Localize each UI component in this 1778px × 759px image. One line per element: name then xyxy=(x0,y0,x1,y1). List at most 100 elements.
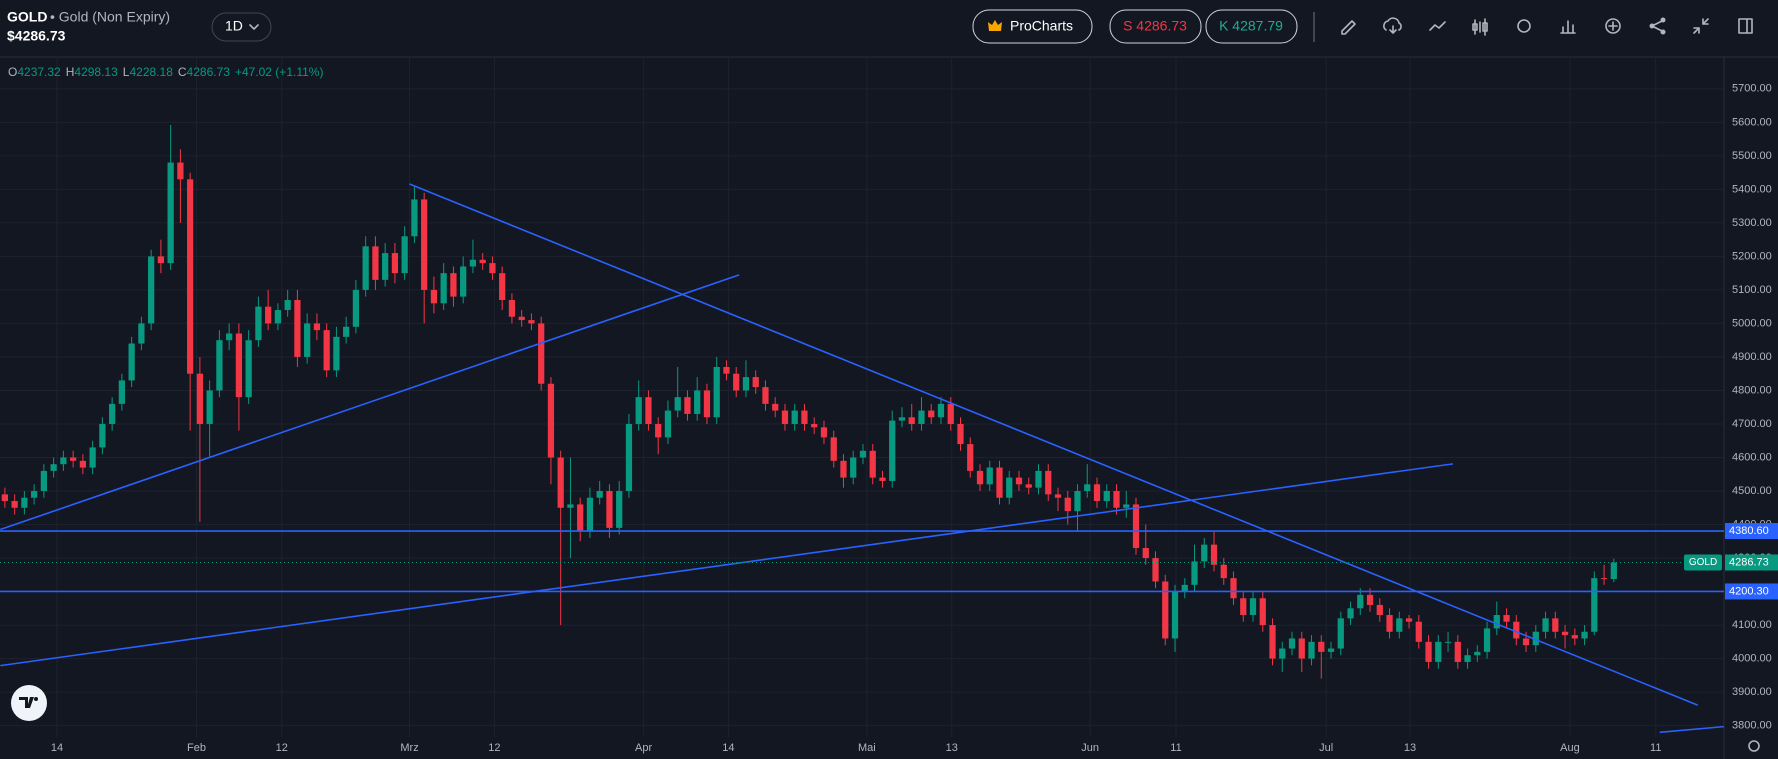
candle-body xyxy=(1035,470,1042,488)
candle-body xyxy=(216,340,223,391)
tv-logo[interactable] xyxy=(11,685,47,721)
candle-body xyxy=(489,263,496,274)
candle-body xyxy=(596,491,603,498)
candle-body xyxy=(694,390,701,414)
candle-body xyxy=(450,273,457,297)
candle-body xyxy=(1269,625,1276,659)
x-tick-label: 12 xyxy=(276,742,288,754)
y-tick-label: 4600.00 xyxy=(1732,451,1772,463)
candle-body xyxy=(684,397,691,414)
candle-body xyxy=(1201,544,1208,562)
candle-body xyxy=(918,410,925,424)
candle-body xyxy=(1162,581,1169,639)
share-dot xyxy=(1660,29,1666,35)
logo-mark xyxy=(19,697,34,708)
candle-body xyxy=(1142,547,1149,559)
collapse-icon[interactable] xyxy=(1693,18,1709,34)
candle-body xyxy=(31,491,38,498)
candle-body xyxy=(167,162,174,264)
price-tag xyxy=(1725,554,1778,571)
candle-body xyxy=(187,179,194,374)
candle-body xyxy=(89,447,96,468)
y-tick-label: 5400.00 xyxy=(1732,183,1772,195)
candle-body xyxy=(11,501,18,508)
buy-button[interactable]: K 4287.79 xyxy=(1205,9,1298,44)
y-tick-label: 4000.00 xyxy=(1732,652,1772,664)
candle-body xyxy=(294,299,301,357)
procharts-button[interactable]: ProCharts xyxy=(972,9,1093,44)
candle-body xyxy=(1123,504,1130,508)
axis-settings-icon[interactable] xyxy=(1748,740,1760,752)
candle-body xyxy=(382,253,389,280)
button-frame xyxy=(1205,9,1298,44)
candle-body xyxy=(947,403,954,424)
candle-body xyxy=(1006,477,1013,498)
candle-body xyxy=(372,246,379,280)
cloud-icon[interactable] xyxy=(1383,17,1402,34)
axes: 5700.00 5600.00 5500.00 5400.00 5300.00 5200.… xyxy=(51,83,1778,754)
candle-body xyxy=(1220,564,1227,579)
toolbar xyxy=(0,0,1778,57)
x-tick-label: 13 xyxy=(946,742,958,754)
candle-body xyxy=(1454,641,1461,662)
candle-body xyxy=(226,333,233,341)
legend-value: 4286.73 xyxy=(187,65,231,79)
price-tag xyxy=(1725,523,1778,540)
candle-icon[interactable] xyxy=(1472,18,1488,36)
candle-body xyxy=(50,464,57,471)
sell-button[interactable]: S 4286.73 xyxy=(1109,9,1202,44)
symbol-name: • Gold (Non Expiry) xyxy=(50,9,170,25)
candle-body xyxy=(235,333,243,398)
candle-body xyxy=(889,420,896,481)
y-tick-label: 5500.00 xyxy=(1732,150,1772,162)
panel-icon[interactable] xyxy=(1738,18,1753,34)
x-tick-label: 11 xyxy=(1170,742,1181,754)
candle-body xyxy=(313,323,321,331)
line-icon[interactable] xyxy=(1429,21,1446,31)
candle-body xyxy=(840,460,847,478)
candle-body xyxy=(850,457,857,478)
candle-body xyxy=(99,423,106,448)
ohlc-legend: O4237.32 H4298.13 L4228.18 C4286.73 +47.02 (… xyxy=(8,65,323,79)
candle-body xyxy=(1357,594,1364,609)
x-tick-label: 11 xyxy=(1650,742,1661,754)
candle-body xyxy=(1376,604,1383,616)
candle-body xyxy=(635,397,642,424)
legend-value: 4228.18 xyxy=(129,65,173,79)
candle-body xyxy=(742,377,750,391)
settings-icon[interactable] xyxy=(1517,19,1531,33)
candle-body xyxy=(567,504,574,508)
candle-body xyxy=(391,253,399,274)
candle-body xyxy=(499,273,506,300)
candle-body xyxy=(1474,651,1481,656)
candle-body xyxy=(713,367,720,418)
candle-body xyxy=(1093,484,1101,502)
x-tick-label: 13 xyxy=(1404,742,1416,754)
candle-body xyxy=(1415,621,1422,642)
candle-body xyxy=(957,423,964,445)
x-tick-label: 14 xyxy=(51,742,63,754)
candle-body xyxy=(1532,631,1539,646)
candle-body xyxy=(343,326,350,337)
candle-body xyxy=(479,259,486,264)
candle-body xyxy=(1327,648,1335,652)
indicator-icon[interactable] xyxy=(1560,20,1576,34)
candle-body xyxy=(1152,558,1159,582)
candle-body xyxy=(1181,584,1188,592)
buy-price: K 4287.79 xyxy=(1219,18,1283,34)
legend-label: H xyxy=(66,65,75,79)
candle-body xyxy=(1298,638,1305,659)
button-frame xyxy=(1109,9,1202,44)
add-icon[interactable] xyxy=(1605,18,1621,34)
share-dot xyxy=(1660,17,1666,23)
interval-button[interactable]: 1D xyxy=(211,12,272,42)
candle-body xyxy=(1337,618,1344,649)
candle-body xyxy=(1074,491,1081,512)
candle-body xyxy=(421,199,428,290)
draw-icon[interactable] xyxy=(1341,20,1356,35)
candle-body xyxy=(469,259,477,267)
candle-body xyxy=(733,373,740,391)
candle-body xyxy=(1308,641,1315,659)
legend-label: L xyxy=(123,65,130,79)
